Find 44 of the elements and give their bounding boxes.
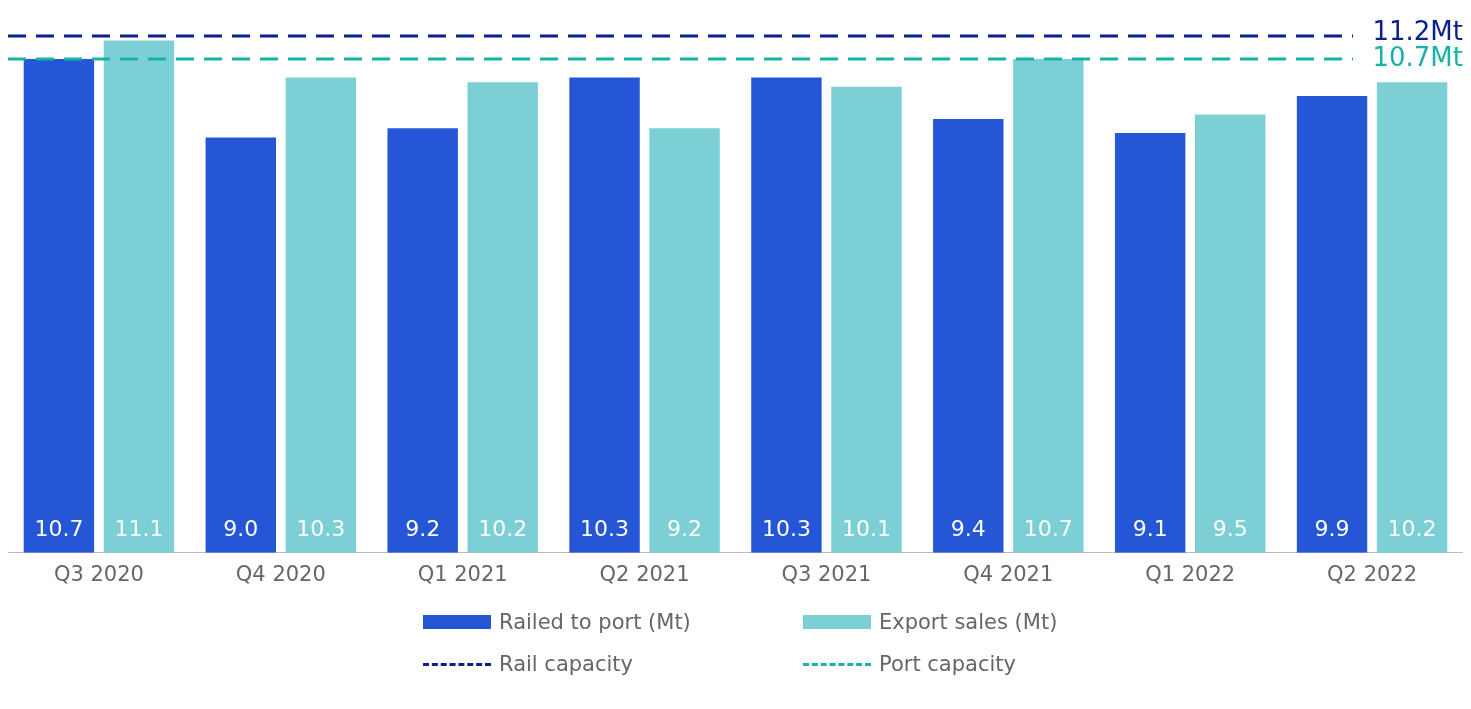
data-label: 10.7 (34, 515, 84, 541)
bar (831, 86, 902, 553)
data-label: 11.1 (114, 515, 164, 541)
data-label: 9.1 (1132, 515, 1168, 541)
bar (751, 77, 822, 553)
data-label: 10.2 (1387, 515, 1437, 541)
bar (103, 40, 175, 553)
x-tick-label: Q1 2022 (1145, 561, 1236, 586)
data-label: 10.7 (1023, 515, 1073, 541)
bar (1296, 95, 1368, 553)
bar (1114, 132, 1186, 553)
data-label: 9.5 (1212, 515, 1248, 541)
x-tick-label: Q2 2022 (1327, 561, 1418, 586)
bar (387, 128, 458, 553)
bar (1013, 59, 1084, 553)
data-label: 10.3 (580, 515, 630, 541)
x-tick-label: Q3 2020 (53, 561, 144, 586)
x-tick-label: Q4 2021 (963, 561, 1054, 586)
bar (285, 77, 357, 553)
x-tick-label: Q2 2021 (599, 561, 690, 586)
bar (205, 137, 277, 553)
data-label: 9.2 (405, 515, 441, 541)
bar (569, 77, 640, 553)
data-label: 9.2 (667, 515, 703, 541)
x-tick-label: Q1 2021 (417, 561, 508, 586)
bar (1376, 82, 1448, 553)
bar (649, 128, 720, 553)
bar (933, 119, 1004, 553)
data-label: 10.2 (478, 515, 528, 541)
data-label: 10.3 (296, 515, 346, 541)
data-label: 10.1 (841, 515, 891, 541)
legend-label: Railed to port (Mt) (499, 610, 691, 634)
data-label: 9.0 (223, 515, 259, 541)
data-label: 10.3 (761, 515, 811, 541)
x-tick-label: Q4 2020 (235, 561, 326, 586)
bar (1194, 114, 1266, 553)
x-tick-label: Q3 2021 (781, 561, 872, 586)
legend-label: Export sales (Mt) (879, 610, 1058, 634)
data-label: 9.9 (1314, 515, 1350, 541)
data-label: 9.4 (950, 515, 986, 541)
bar (23, 59, 95, 553)
legend-label: Port capacity (879, 652, 1016, 676)
legend-label: Rail capacity (499, 652, 633, 676)
bar (467, 82, 538, 553)
